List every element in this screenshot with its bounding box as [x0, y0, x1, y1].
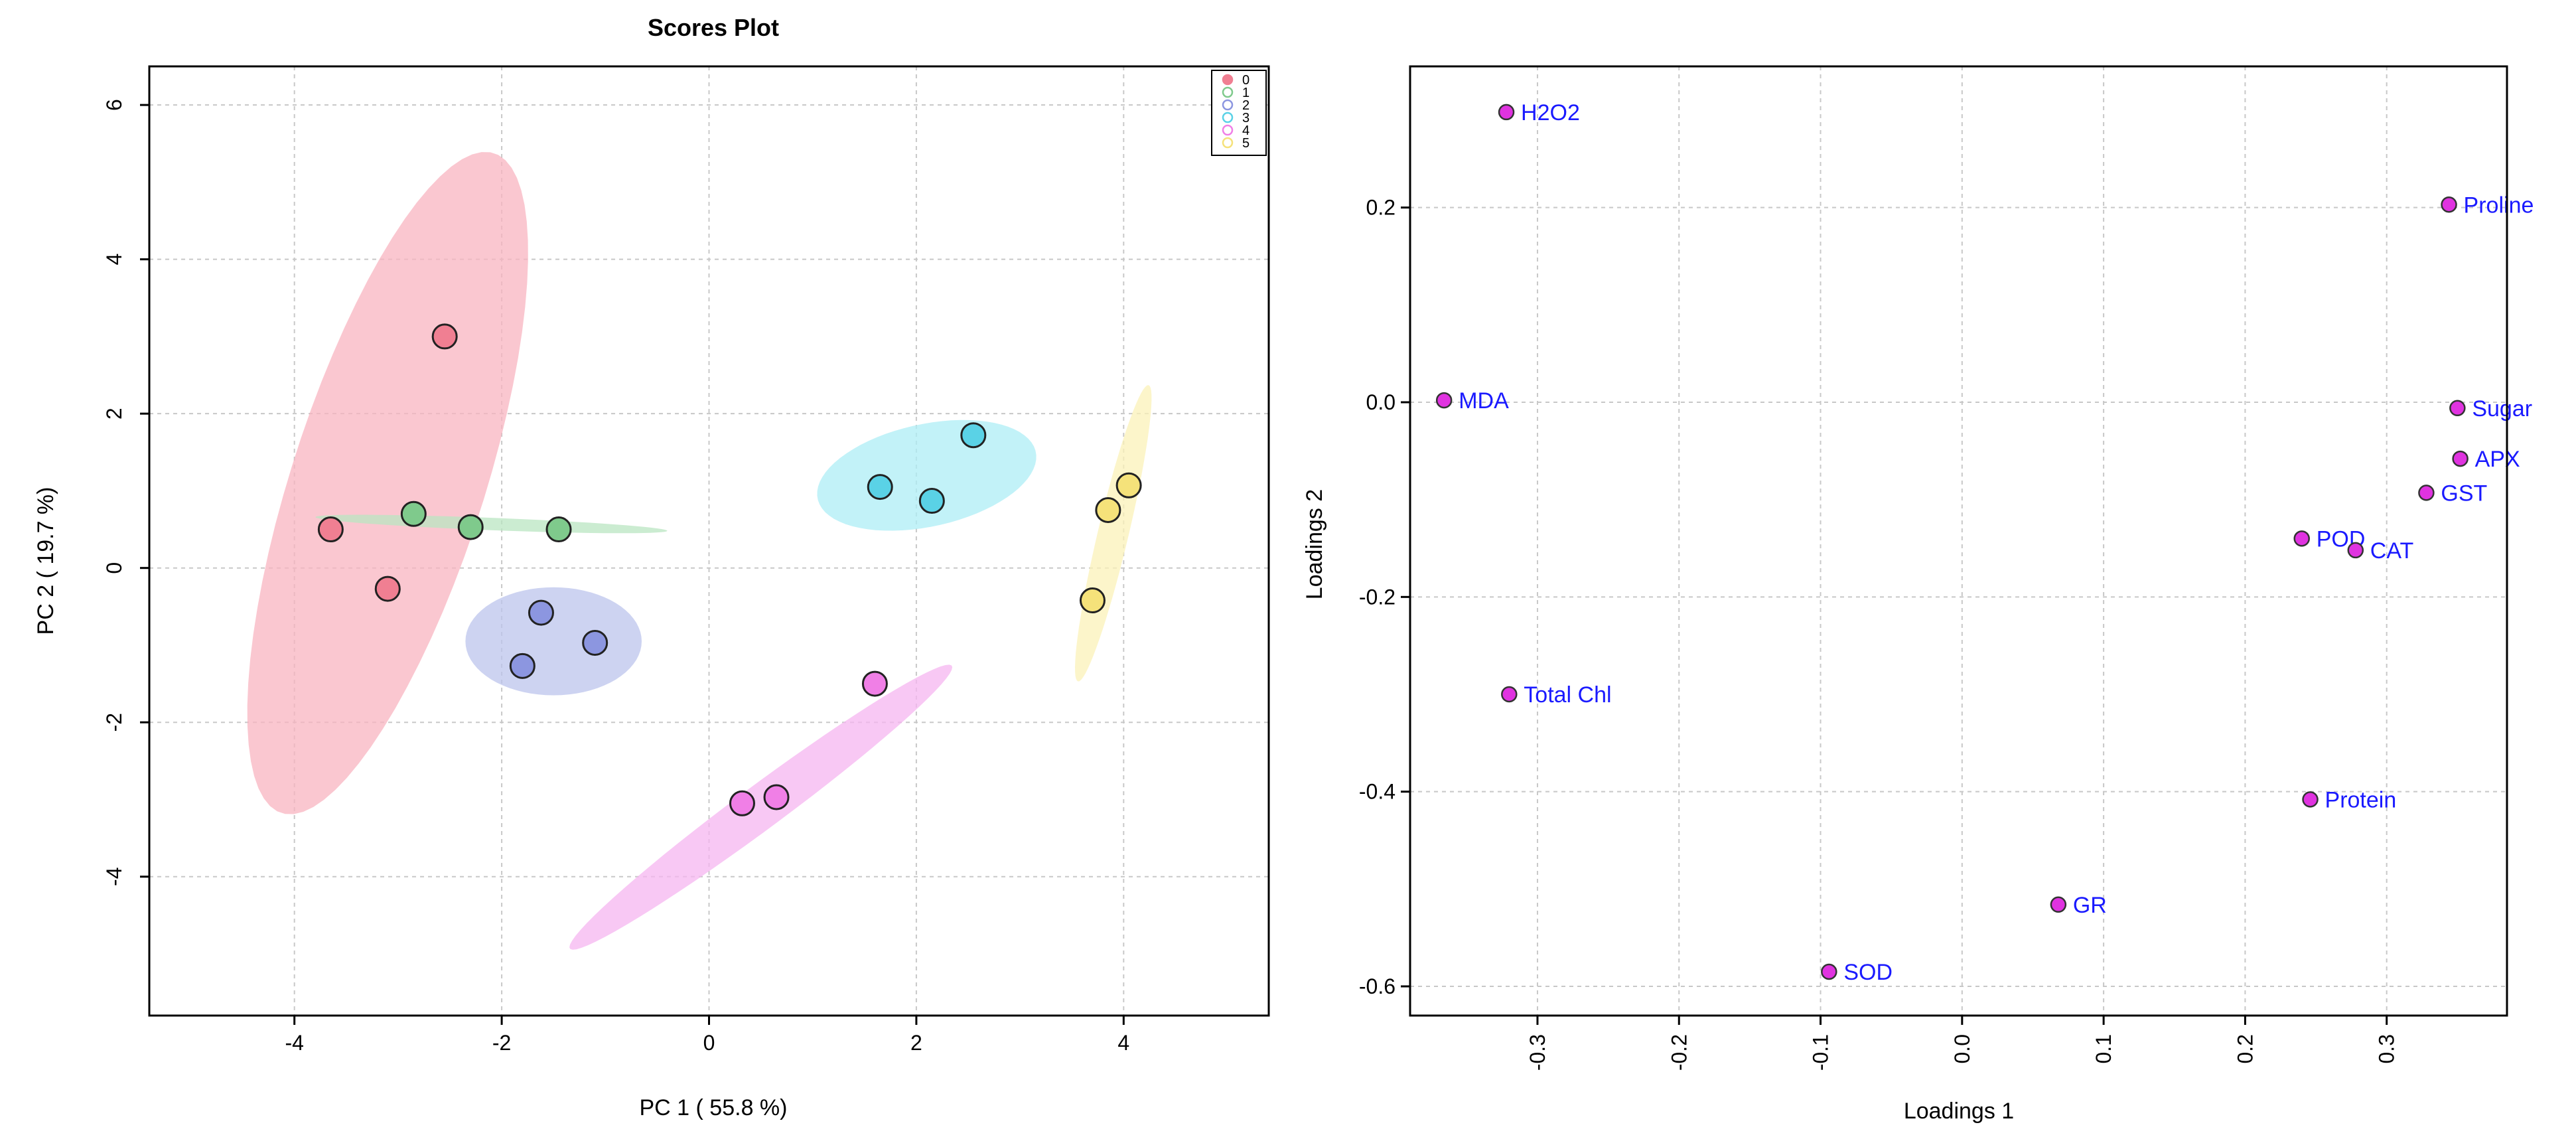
loadings-y-tick-label: 0.2: [1366, 196, 1395, 220]
legend-label-group-4: 4: [1242, 123, 1250, 138]
scores-y-tick-label: 0: [102, 562, 126, 574]
group-5-confidence-ellipse: [1075, 385, 1152, 682]
scores-x-axis-label: PC 1 ( 55.8 %): [640, 1095, 788, 1120]
group-2-point: [528, 599, 554, 626]
loading-point: [2441, 196, 2457, 213]
group-3-confidence-ellipse: [817, 420, 1037, 531]
loading-label: CAT: [2370, 538, 2413, 564]
group-2-confidence-ellipse: [465, 587, 642, 696]
group-3-point: [867, 474, 893, 500]
loadings-y-tick-label: -0.2: [1359, 585, 1395, 609]
group-2-point: [509, 652, 536, 679]
loadings-x-tick-label: 0.0: [1950, 1034, 1974, 1063]
loading-point: [1435, 392, 1453, 409]
group-3-point: [918, 488, 945, 514]
group-4-point: [763, 784, 790, 810]
loading-point: [2452, 450, 2469, 467]
scores-y-tick-label: -2: [102, 713, 126, 731]
legend-marker-group-5: [1222, 137, 1234, 149]
legend-marker-group-1: [1222, 86, 1234, 98]
group-5-point: [1115, 472, 1142, 498]
scores-x-tick-label: -2: [492, 1031, 511, 1055]
loading-label: Total Chl: [1524, 682, 1611, 708]
loading-label: MDA: [1459, 388, 1509, 414]
loadings-plot-frame: [1409, 65, 2508, 1017]
loading-label: SOD: [1843, 960, 1893, 985]
loadings-x-tick-label: 0.2: [2233, 1034, 2257, 1063]
legend-label-group-5: 5: [1242, 136, 1250, 151]
legend-label-group-2: 2: [1242, 98, 1250, 113]
loading-point: [1501, 686, 1518, 703]
group-5-point: [1095, 496, 1121, 523]
loadings-y-tick-label: -0.6: [1359, 974, 1395, 998]
loading-label: Protein: [2325, 787, 2397, 812]
scores-x-tick-label: 4: [1117, 1031, 1129, 1055]
group-4-point: [861, 670, 888, 697]
scores-plot-panel: Scores Plot PC 1 ( 55.8 %) PC 2 ( 19.7 %…: [33, 14, 1270, 1120]
group-0-confidence-ellipse: [247, 152, 528, 814]
scores-x-tick-label: 0: [703, 1031, 715, 1055]
loading-label: H2O2: [1521, 100, 1580, 125]
legend-marker-group-4: [1222, 124, 1234, 136]
loading-label: GR: [2073, 893, 2107, 918]
loading-label: APX: [2475, 447, 2520, 472]
legend-label-group-0: 0: [1242, 73, 1250, 88]
scores-y-tick-label: 2: [102, 408, 126, 420]
loadings-x-tick-label: -0.3: [1526, 1034, 1549, 1071]
loadings-x-tick-label: -0.1: [1809, 1034, 1833, 1071]
loading-point: [2418, 485, 2435, 501]
group-1-point: [545, 516, 572, 543]
scores-x-tick-label: -4: [285, 1031, 303, 1055]
loadings-x-tick-label: 0.3: [2375, 1034, 2399, 1063]
loading-point: [1821, 963, 1837, 980]
legend-marker-group-0: [1222, 74, 1234, 86]
loadings-x-axis-label: Loadings 1: [1904, 1099, 2014, 1124]
legend-label-group-1: 1: [1242, 86, 1250, 100]
loading-label: Proline: [2464, 192, 2534, 218]
loading-point: [2302, 791, 2319, 808]
scores-x-tick-label: 2: [910, 1031, 922, 1055]
legend-marker-group-3: [1222, 112, 1234, 123]
legend-marker-group-2: [1222, 99, 1234, 111]
scores-y-tick-label: 6: [102, 99, 126, 111]
group-4-confidence-ellipse: [569, 664, 953, 950]
loading-point: [2347, 542, 2364, 559]
group-1-point: [400, 500, 427, 527]
group-4-point: [729, 790, 755, 816]
group-5-point: [1079, 587, 1106, 614]
loadings-x-tick-label: 0.1: [2092, 1034, 2115, 1063]
loading-label: Sugar: [2472, 396, 2532, 421]
group-3-point: [960, 422, 987, 449]
scores-plot-title: Scores Plot: [648, 14, 779, 41]
legend-label-group-3: 3: [1242, 111, 1250, 125]
loading-label: GST: [2441, 481, 2487, 506]
scores-legend-box: [1211, 70, 1267, 156]
scores-y-tick-label: 4: [102, 254, 126, 266]
loadings-y-tick-label: 0.0: [1366, 390, 1395, 414]
loading-point: [2449, 400, 2466, 417]
group-2-point: [582, 629, 608, 656]
loadings-plot-panel: Loadings 1 Loadings 2 H2O2 Proline MDA Suga…: [1302, 65, 2534, 1124]
loadings-y-axis-label: Loadings 2: [1302, 489, 1327, 599]
loadings-y-tick-label: -0.4: [1359, 780, 1395, 804]
scores-y-axis-label: PC 2 ( 19.7 %): [33, 487, 58, 635]
loading-point: [1498, 104, 1515, 121]
loading-point: [2050, 896, 2067, 913]
group-0-point: [317, 516, 344, 543]
group-1-point: [457, 514, 484, 540]
loadings-x-tick-label: -0.2: [1667, 1034, 1691, 1071]
scores-y-tick-label: -4: [102, 868, 126, 886]
group-0-point: [431, 323, 458, 350]
loading-point: [2293, 530, 2310, 547]
group-0-point: [374, 575, 401, 602]
